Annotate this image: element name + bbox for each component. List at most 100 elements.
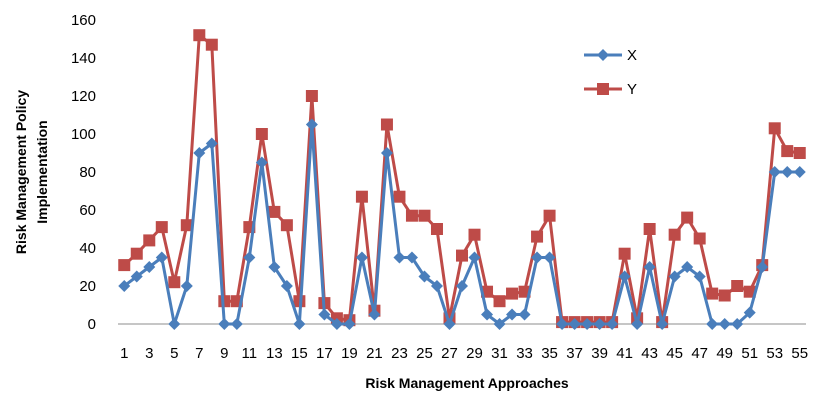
x-tick-label: 7 (195, 345, 203, 362)
data-point-X (731, 318, 744, 330)
data-point-X (255, 156, 268, 169)
y-axis-title-line-1: Risk Management Policy (13, 90, 29, 254)
x-tick-label: 41 (616, 345, 633, 362)
data-point-X (405, 251, 418, 264)
data-point-X (130, 270, 143, 283)
data-point-X (343, 318, 356, 330)
x-tick-label: 23 (391, 345, 408, 362)
y-axis-ticks: 0 20 40 60 80 100 120 140 160 (71, 12, 96, 333)
data-point-X (393, 251, 406, 264)
data-point-X (168, 318, 181, 330)
data-point-Y (393, 190, 406, 203)
data-point-X (631, 318, 644, 330)
data-point-X (193, 147, 206, 159)
data-point-X (493, 318, 506, 330)
x-tick-label: 9 (220, 345, 228, 362)
data-point-Y (781, 145, 794, 158)
x-tick-label: 31 (491, 345, 508, 362)
x-axis-title: Risk Management Approaches (365, 375, 569, 391)
data-point-Y (168, 276, 181, 289)
data-point-X (531, 251, 544, 264)
y-axis-title: Risk Management Policy Implementation (13, 90, 50, 254)
data-point-X (330, 318, 343, 330)
data-point-X (368, 308, 381, 321)
x-tick-label: 1 (120, 345, 128, 362)
data-point-Y (456, 249, 468, 262)
data-point-Y (180, 219, 193, 232)
data-point-X (380, 147, 393, 159)
data-point-Y (380, 118, 393, 131)
data-point-X (643, 261, 656, 273)
data-point-Y (155, 221, 168, 234)
data-point-Y (143, 234, 156, 247)
x-tick-label: 51 (741, 345, 758, 362)
data-point-X (706, 318, 719, 330)
data-point-X (781, 166, 794, 178)
y-tick-label: 100 (71, 126, 96, 143)
x-tick-label: 17 (316, 345, 333, 362)
data-point-X (518, 308, 531, 321)
data-point-Y (743, 285, 756, 298)
data-point-Y (268, 205, 281, 218)
x-tick-label: 33 (516, 345, 533, 362)
y-axis-title-line-2: Implementation (34, 120, 50, 223)
series-X (118, 118, 806, 330)
data-point-Y (280, 219, 293, 232)
data-point-X (756, 261, 769, 273)
data-point-Y (681, 211, 694, 224)
data-point-X (556, 318, 569, 330)
y-tick-label: 140 (71, 50, 96, 67)
data-point-X (743, 306, 756, 319)
x-tick-label: 35 (541, 345, 558, 362)
data-point-X (280, 280, 293, 292)
data-point-Y (706, 287, 719, 300)
data-point-Y (205, 38, 218, 51)
data-point-X (693, 270, 706, 283)
data-point-Y (405, 209, 418, 222)
data-point-Y (418, 209, 431, 222)
y-tick-label: 40 (79, 240, 96, 257)
x-tick-label: 27 (441, 345, 458, 362)
data-point-X (430, 280, 443, 292)
data-point-Y (468, 228, 481, 241)
legend-label: X (627, 47, 637, 64)
data-point-X (718, 318, 731, 330)
data-point-X (581, 318, 594, 330)
y-tick-label: 80 (79, 164, 96, 181)
x-tick-label: 25 (416, 345, 433, 362)
data-point-X (543, 251, 556, 264)
data-point-Y (693, 232, 706, 245)
x-tick-label: 47 (691, 345, 708, 362)
data-point-Y (531, 230, 544, 243)
data-point-X (143, 261, 156, 273)
x-tick-label: 49 (716, 345, 733, 362)
data-point-Y (668, 228, 681, 241)
x-tick-label: 43 (641, 345, 658, 362)
data-point-Y (355, 190, 368, 203)
x-axis-ticks: 1 3 5 7 9 11 13 15 17 19 21 23 25 27 29 31 33 35 37 39 41 43 4… (120, 345, 808, 362)
data-point-Y (731, 280, 744, 292)
data-point-X (318, 308, 331, 321)
data-point-X (230, 318, 243, 330)
legend-marker (597, 49, 609, 61)
data-point-X (456, 280, 468, 292)
data-point-X (205, 137, 218, 150)
data-point-Y (618, 247, 631, 260)
data-point-X (568, 318, 581, 330)
data-point-Y (493, 295, 506, 308)
y-tick-label: 60 (79, 202, 96, 219)
data-point-X (355, 251, 368, 264)
data-point-Y (305, 90, 318, 102)
y-tick-label: 120 (71, 88, 96, 105)
data-point-Y (118, 259, 131, 272)
data-point-X (481, 308, 494, 321)
series-line-X (123, 123, 800, 326)
x-tick-label: 21 (366, 345, 383, 362)
data-point-Y (768, 122, 781, 135)
data-point-X (218, 318, 231, 330)
legend-marker (597, 83, 609, 95)
x-tick-label: 13 (266, 345, 283, 362)
data-point-X (506, 308, 519, 321)
y-tick-label: 160 (71, 12, 96, 29)
